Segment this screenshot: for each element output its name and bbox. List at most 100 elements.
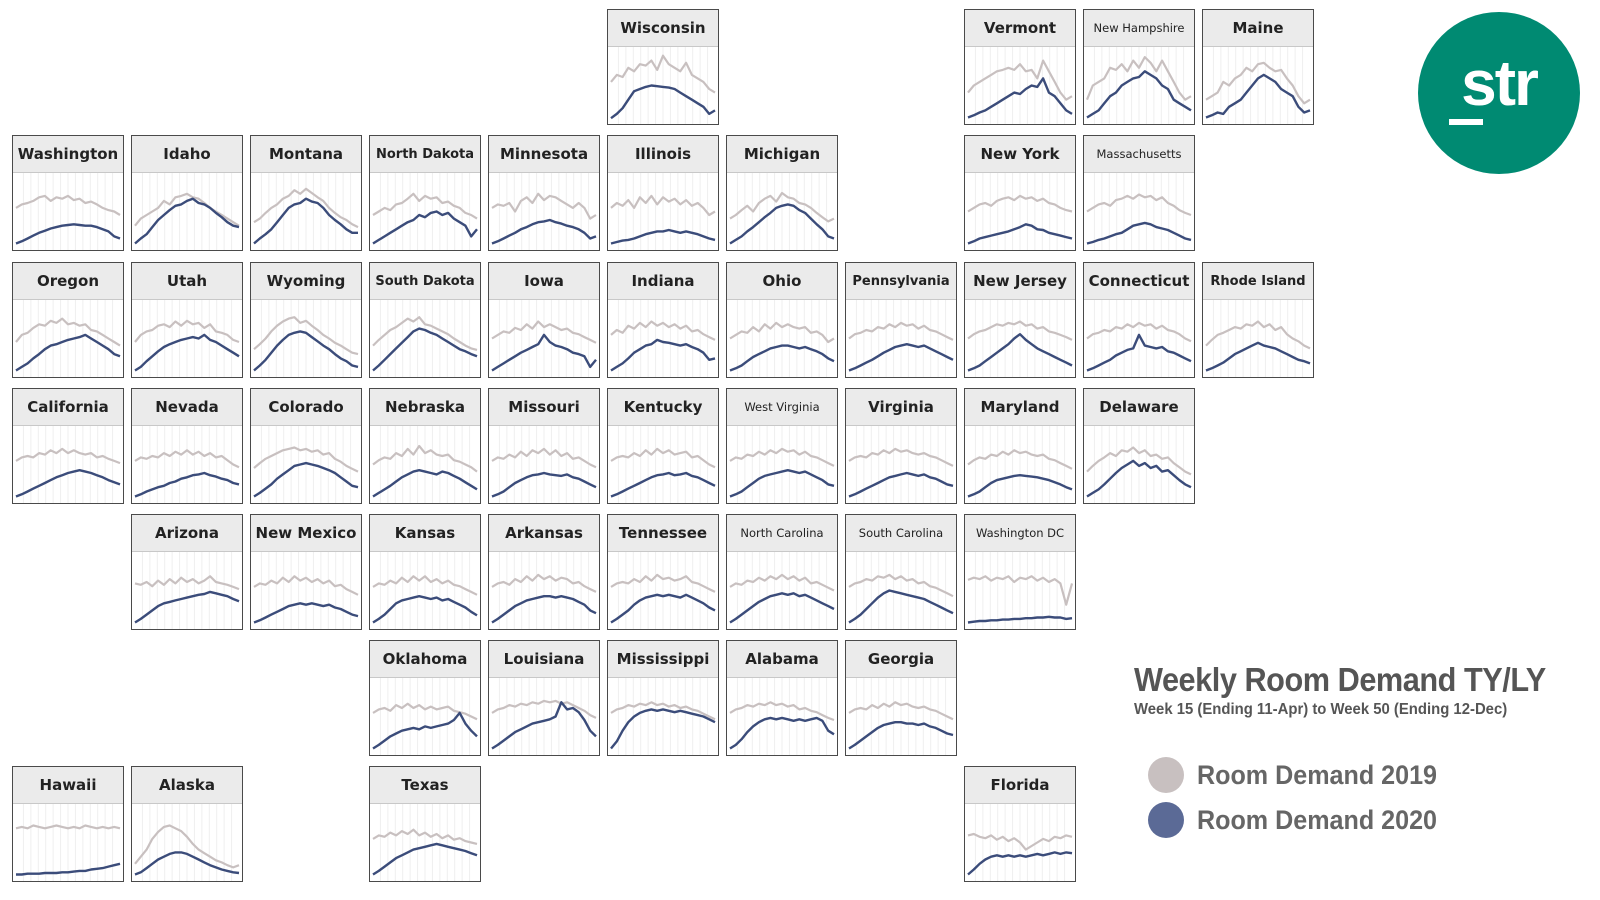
state-label: Alaska [132, 767, 242, 804]
series-line-2019 [1085, 56, 1192, 101]
series-line-2019 [610, 447, 716, 469]
state-panel-mississippi: Mississippi [607, 640, 719, 756]
series-line-2019 [848, 447, 954, 467]
state-panel-north-dakota: North Dakota [369, 135, 481, 251]
state-label: Tennessee [608, 515, 718, 552]
state-label: Missouri [489, 389, 599, 426]
state-sparkline [967, 552, 1074, 629]
state-sparkline [15, 804, 121, 881]
series-line-2020 [372, 327, 478, 372]
state-panel-indiana: Indiana [607, 262, 719, 378]
state-panel-oregon: Oregon [12, 262, 124, 378]
series-line-2020 [1086, 459, 1192, 498]
state-panel-maryland: Maryland [964, 388, 1076, 504]
series-line-2019 [1086, 446, 1192, 476]
state-panel-wisconsin: Wisconsin [607, 9, 719, 125]
state-panel-wyoming: Wyoming [250, 262, 362, 378]
series-line-2019 [967, 832, 1073, 851]
series-line-2019 [610, 701, 716, 721]
state-sparkline [372, 426, 478, 503]
state-sparkline [253, 552, 359, 629]
legend-item-2019: Room Demand 2019 [1148, 757, 1455, 793]
series-line-2020 [729, 344, 835, 372]
series-line-2020 [848, 721, 954, 750]
state-sparkline [491, 426, 597, 503]
state-panel-montana: Montana [250, 135, 362, 251]
state-panel-texas: Texas [369, 766, 481, 882]
state-label: California [13, 389, 123, 426]
series-line-2020 [967, 851, 1073, 876]
state-label: Florida [965, 767, 1075, 804]
series-line-2020 [1205, 73, 1311, 119]
state-sparkline [729, 426, 835, 503]
series-line-2020 [134, 471, 240, 498]
series-line-2020 [372, 469, 478, 498]
series-line-2019 [610, 573, 716, 593]
state-label: North Dakota [370, 136, 480, 173]
series-line-2020 [253, 330, 359, 372]
state-label: Indiana [608, 263, 718, 300]
state-sparkline [491, 552, 597, 629]
state-sparkline [610, 300, 716, 377]
state-label: Mississippi [608, 641, 718, 678]
state-panel-minnesota: Minnesota [488, 135, 600, 251]
state-panel-kentucky: Kentucky [607, 388, 719, 504]
state-panel-new-hampshire: New Hampshire [1083, 9, 1195, 125]
series-line-2019 [491, 320, 597, 344]
series-line-2019 [1086, 321, 1192, 343]
chart-title: Weekly Room Demand TY/LY [1134, 661, 1546, 698]
state-label: Oklahoma [370, 641, 480, 678]
series-line-2019 [1205, 320, 1311, 350]
series-line-2019 [491, 447, 597, 469]
state-sparkline [134, 300, 240, 377]
state-label: Wyoming [251, 263, 361, 300]
state-sparkline [134, 426, 240, 503]
state-panel-new-mexico: New Mexico [250, 514, 362, 630]
state-label: Georgia [846, 641, 956, 678]
logo-underline [1449, 119, 1483, 125]
series-line-2019 [848, 701, 954, 721]
state-sparkline [372, 173, 478, 250]
state-label: Maryland [965, 389, 1075, 426]
series-line-2020 [610, 708, 716, 750]
series-line-2020 [253, 461, 359, 498]
state-label: Nebraska [370, 389, 480, 426]
series-line-2020 [372, 711, 478, 750]
series-line-2020 [610, 84, 716, 120]
state-panel-louisiana: Louisiana [488, 640, 600, 756]
state-panel-new-york: New York [964, 135, 1076, 251]
state-panel-north-carolina: North Carolina [726, 514, 838, 630]
state-panel-tennessee: Tennessee [607, 514, 719, 630]
series-line-2020 [134, 197, 240, 245]
state-sparkline [610, 678, 716, 755]
state-sparkline [729, 173, 835, 250]
state-label: Virginia [846, 389, 956, 426]
state-label: New Jersey [965, 263, 1075, 300]
series-line-2020 [491, 218, 597, 245]
state-panel-ohio: Ohio [726, 262, 838, 378]
legend-label-2019: Room Demand 2019 [1197, 759, 1438, 790]
series-line-2020 [1086, 70, 1192, 119]
state-panel-new-jersey: New Jersey [964, 262, 1076, 378]
state-sparkline [729, 678, 835, 755]
state-sparkline [491, 300, 597, 377]
series-line-2019 [491, 699, 597, 719]
state-sparkline [967, 47, 1073, 124]
logo-text: str [1461, 47, 1539, 119]
series-line-2020 [372, 210, 478, 245]
state-sparkline [967, 804, 1073, 881]
state-sparkline [372, 552, 478, 629]
series-line-2020 [15, 333, 121, 372]
state-sparkline [15, 426, 121, 503]
state-panel-california: California [12, 388, 124, 504]
state-label: New Mexico [251, 515, 361, 552]
series-line-2019 [729, 321, 835, 344]
series-line-2020 [610, 593, 716, 624]
state-label: Nevada [132, 389, 242, 426]
state-label: Iowa [489, 263, 599, 300]
series-line-2019 [491, 192, 597, 220]
state-label: Colorado [251, 389, 361, 426]
series-line-2020 [729, 469, 835, 498]
state-label: Hawaii [13, 767, 123, 804]
series-line-2019 [15, 447, 121, 465]
